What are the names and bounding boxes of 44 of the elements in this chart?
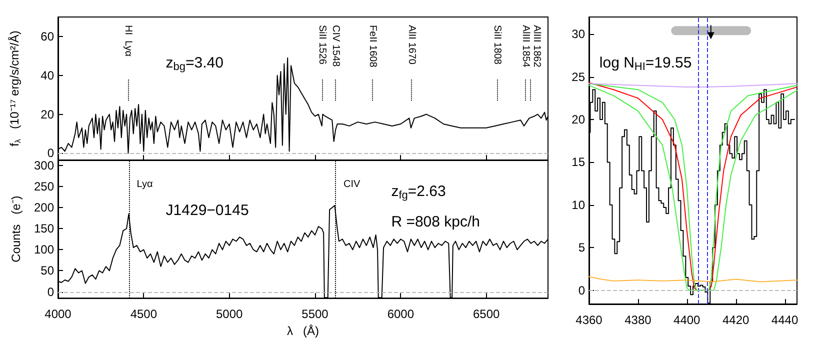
y-tick-label: 60 bbox=[40, 29, 54, 44]
y-tick-label: 10 bbox=[572, 198, 586, 212]
y-tick-label: 0 bbox=[47, 146, 54, 160]
y-tick-label: 50 bbox=[40, 264, 54, 278]
ref-line-label: AlIII 1854 bbox=[520, 25, 532, 68]
ref-line-label: Lyα bbox=[136, 178, 153, 190]
x-tick-label: 5000 bbox=[216, 307, 243, 322]
y-tick-label: 30 bbox=[572, 27, 586, 42]
x-tick-label: 5500 bbox=[302, 307, 329, 322]
ref-line-label: CIV bbox=[344, 178, 361, 190]
y-tick-label: 200 bbox=[34, 200, 54, 215]
y-tick-label: 5 bbox=[578, 240, 586, 255]
ref-line-label: SiII 1526 bbox=[316, 25, 328, 65]
y-tick-label: 15 bbox=[572, 155, 586, 170]
ref-line-label: FeII 1608 bbox=[367, 25, 378, 68]
y-tick-label: 0 bbox=[47, 284, 54, 299]
x-tick-label: 4000 bbox=[44, 307, 72, 322]
x-tick-label: 4400 bbox=[674, 313, 701, 327]
x-tick-label: 4440 bbox=[771, 313, 798, 327]
x-tick-label: 4420 bbox=[722, 313, 750, 327]
ref-line-label: CIV 1548 bbox=[330, 25, 342, 68]
annotation: J1429−0145 bbox=[166, 202, 249, 219]
annotation: R =808 kpc/h bbox=[391, 213, 480, 230]
y-tick-label: 250 bbox=[34, 180, 54, 194]
y-tick-label: 40 bbox=[40, 68, 54, 82]
x-tick-label: 4360 bbox=[576, 313, 603, 327]
ref-line-label: HI Lyα bbox=[122, 25, 134, 57]
y-tick-label: 25 bbox=[572, 70, 586, 84]
y-tick-label: 0 bbox=[578, 283, 586, 298]
x-axis-title: λ (Å) bbox=[287, 324, 319, 338]
ref-line-label: AlII 1670 bbox=[406, 25, 417, 65]
y-tick-label: 150 bbox=[34, 222, 54, 236]
ref-line-label: SiII 1808 bbox=[492, 25, 503, 65]
x-tick-label: 6000 bbox=[387, 307, 414, 322]
y-tick-label: 100 bbox=[34, 242, 54, 257]
x-tick-label: 4380 bbox=[624, 313, 652, 327]
y-tick-label: 20 bbox=[40, 107, 54, 122]
text: fλ (10⁻¹⁷ erg/s/cm²/Å) bbox=[8, 30, 22, 146]
y-tick-label: 20 bbox=[572, 112, 586, 126]
y-axis-title: Counts (e⁻) bbox=[9, 196, 23, 262]
x-tick-label: 4500 bbox=[130, 307, 158, 322]
ref-line-label: AlIII 1862 bbox=[531, 25, 542, 68]
x-tick-label: 6500 bbox=[472, 307, 500, 322]
y-tick-label: 300 bbox=[34, 158, 54, 172]
